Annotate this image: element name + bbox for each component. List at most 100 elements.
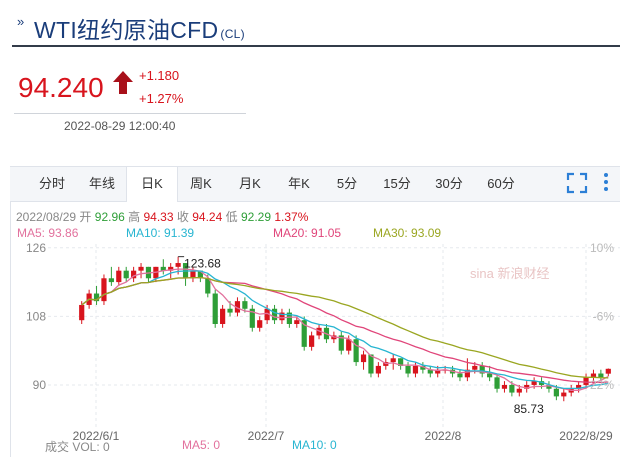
- tab-weekly-k[interactable]: 周K: [190, 176, 212, 191]
- tab-30min[interactable]: 30分: [435, 176, 463, 191]
- pct-tick-label: -6%: [593, 309, 615, 323]
- candle-body: [101, 278, 107, 302]
- tab-monthly-k[interactable]: 月K: [239, 176, 261, 191]
- ma10-line: [81, 270, 609, 390]
- x-tick-label: 2022/8/29: [559, 429, 613, 443]
- last-price: 94.240: [18, 72, 104, 103]
- quote-block: 94.240 +1.180 +1.27%: [14, 60, 246, 120]
- low-value: 92.29: [240, 210, 271, 224]
- ma10-legend: MA10: 91.39: [126, 226, 195, 240]
- ma20-legend: MA20: 91.05: [273, 226, 342, 240]
- high-label: 高: [128, 210, 141, 224]
- fullscreen-icon[interactable]: [566, 172, 588, 194]
- candle-body: [405, 365, 411, 374]
- candle-body: [168, 266, 174, 271]
- y-tick-label: 90: [33, 378, 47, 392]
- candle-body: [79, 304, 85, 321]
- tab-60min[interactable]: 60分: [487, 176, 515, 191]
- more-options-icon[interactable]: [600, 172, 612, 194]
- candle-body: [375, 365, 381, 374]
- candle-body: [420, 365, 426, 370]
- y-tick-label: 126: [26, 241, 46, 255]
- candle-body: [123, 270, 129, 279]
- candle-body: [160, 266, 166, 271]
- candle-body: [412, 365, 419, 374]
- candle-body: [360, 354, 367, 363]
- sina-watermark: sina 新浪财经: [470, 266, 549, 281]
- double-chevron-icon: »: [17, 14, 25, 29]
- candle-body: [501, 384, 508, 389]
- candle-body: [279, 312, 285, 321]
- candle-body: [175, 263, 181, 267]
- x-tick-label: 2022/6/1: [73, 429, 120, 443]
- high-value: 94.33: [143, 210, 174, 224]
- candle-body: [264, 308, 270, 321]
- candle-body: [538, 381, 545, 385]
- max-price-label: 123.68: [184, 257, 221, 271]
- header-divider: [12, 45, 620, 47]
- candle-body: [131, 270, 137, 279]
- instrument-code: (CL): [220, 27, 245, 41]
- open-value: 92.96: [94, 210, 125, 224]
- candle-body: [108, 278, 114, 283]
- tab-yearly-k[interactable]: 年K: [288, 176, 310, 191]
- candle-body: [457, 373, 463, 378]
- candle-body: [227, 308, 233, 313]
- candle-body: [553, 388, 559, 397]
- candle-body: [494, 377, 500, 389]
- tab-daily-k[interactable]: 日K: [126, 167, 178, 202]
- close-label: 收: [176, 210, 189, 224]
- instrument-name: WTI纽约原油CFD: [34, 17, 219, 43]
- candle-body: [286, 312, 292, 324]
- candle-body: [271, 308, 278, 321]
- volume-ma10: MA10: 0: [292, 438, 337, 452]
- x-tick-label: 2022/8: [425, 429, 462, 443]
- open-label: 开: [79, 210, 92, 224]
- tab-year-line[interactable]: 年线: [88, 176, 115, 191]
- ma5-line: [81, 268, 609, 391]
- pct-tick-label: -22%: [586, 378, 614, 392]
- candle-body: [546, 384, 552, 389]
- candle-body: [205, 278, 211, 294]
- candle-body: [464, 369, 470, 378]
- candle-body: [509, 384, 515, 393]
- candlestick-chart: sina 新浪财经 126 10% 108 -6% 90 -22% 2022/6/1 2022…: [26, 241, 620, 443]
- candle-body: [197, 270, 203, 279]
- candle-body: [338, 335, 344, 351]
- candle-body: [234, 301, 241, 313]
- page-header: » WTI纽约原油CFD (CL): [0, 0, 620, 46]
- candle-body: [576, 384, 582, 389]
- candle-body: [531, 381, 537, 385]
- page-title: WTI纽约原油CFD (CL): [34, 11, 245, 45]
- candle-body: [472, 365, 478, 370]
- ohlc-change-pct: 1.37%: [274, 210, 309, 224]
- candle-body: [427, 369, 433, 374]
- quote-time: 2022-08-29 12:00:40: [64, 119, 176, 133]
- ma5-legend: MA5: 93.86: [17, 226, 79, 240]
- tab-5min[interactable]: 5分: [336, 176, 358, 191]
- period-tabs: 分时 年线 日K 周K 月K 年K 5分 15分 30分 60分: [10, 167, 620, 202]
- candle-body: [316, 327, 322, 336]
- up-arrow-icon: [113, 71, 133, 94]
- tab-15min[interactable]: 15分: [383, 176, 411, 191]
- candle-body: [390, 358, 396, 363]
- tab-intraday[interactable]: 分时: [38, 176, 65, 191]
- x-tick-label: 2022/7: [248, 429, 285, 443]
- candle-body: [294, 320, 300, 324]
- quote-divider: [14, 113, 246, 114]
- candle-body: [487, 373, 493, 378]
- y-tick-label: 108: [26, 309, 46, 323]
- candle-body: [346, 339, 352, 351]
- low-label: 低: [225, 210, 238, 224]
- candle-body: [590, 373, 597, 378]
- candle-body: [561, 392, 567, 397]
- ohlc-date: 2022/08/29: [16, 210, 77, 224]
- candle-body: [598, 373, 604, 378]
- candle-body: [479, 365, 485, 374]
- candle-body: [93, 293, 100, 302]
- candle-body: [398, 358, 404, 366]
- candle-body: [309, 335, 315, 347]
- candle-body: [368, 354, 374, 374]
- candle-body: [605, 368, 611, 374]
- close-value: 94.24: [192, 210, 223, 224]
